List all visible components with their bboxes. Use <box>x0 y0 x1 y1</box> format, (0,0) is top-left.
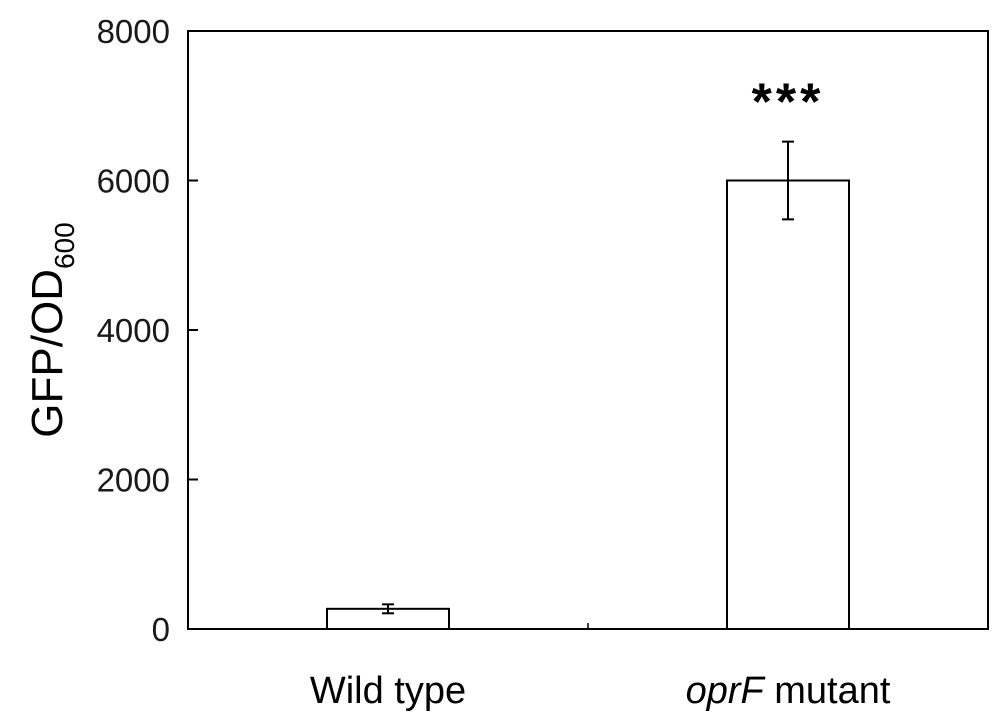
category-labels: Wild type oprF mutant <box>310 670 891 712</box>
bar-1 <box>726 179 850 630</box>
y-tick-label-1: 2000 <box>97 462 170 499</box>
significance-label-1: *** <box>752 74 825 132</box>
y-tick-label-2: 4000 <box>97 312 170 349</box>
y-axis-title-subscript: 600 <box>49 222 80 269</box>
y-tick-label-4: 8000 <box>97 13 170 50</box>
y-axis: 0 2000 4000 6000 8000 <box>97 13 198 648</box>
plot-frame <box>187 30 989 630</box>
category-label-0: Wild type <box>310 670 466 712</box>
y-tick-label-0: 0 <box>152 611 170 648</box>
bars: *** <box>326 74 850 631</box>
y-tick-label-3: 6000 <box>97 163 170 200</box>
y-axis-title: GFP/OD600 <box>23 222 80 437</box>
category-label-1: oprF mutant <box>686 670 891 712</box>
y-axis-title-main: GFP/OD <box>23 269 72 438</box>
